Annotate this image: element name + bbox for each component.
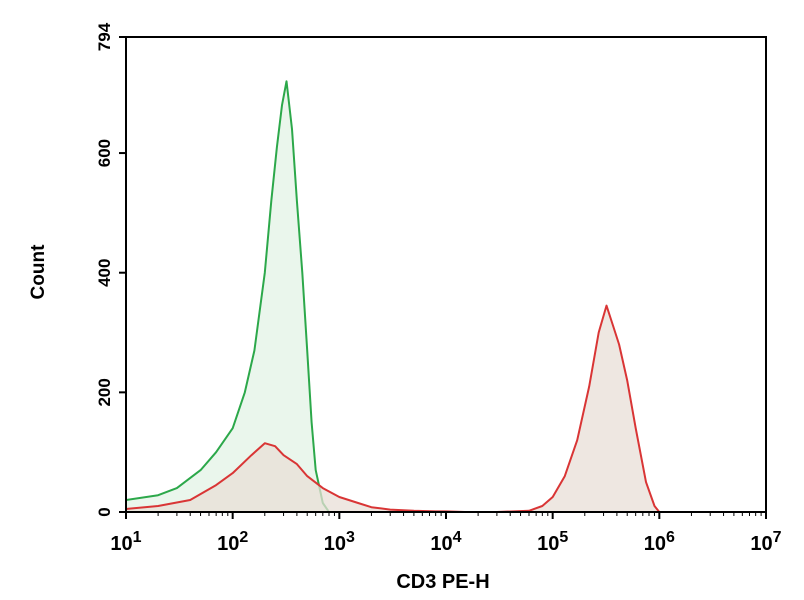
series-1-area (126, 81, 329, 513)
x-tick-label: 103 (324, 529, 355, 555)
series-layer (125, 80, 661, 513)
x-axis-title: CD3 PE-H (396, 571, 489, 593)
x-tick-label: 105 (537, 529, 568, 555)
x-tick-label: 107 (750, 529, 781, 555)
y-tick-label: 794 (95, 22, 114, 51)
y-tick-label: 400 (95, 259, 114, 287)
plot-frame (125, 36, 767, 513)
series-2-area (126, 305, 660, 512)
y-tick-label: 0 (95, 507, 114, 516)
axes-layer (125, 36, 767, 513)
y-axis-title: Count (28, 244, 49, 300)
series-1-line (125, 80, 330, 513)
x-tick-label: 106 (644, 529, 675, 555)
x-tick-label: 104 (430, 529, 461, 555)
y-tick-label: 200 (95, 378, 114, 406)
y-tick-label: 600 (95, 139, 114, 167)
x-tick-label: 101 (110, 529, 141, 555)
x-tick-label: 102 (217, 529, 248, 555)
